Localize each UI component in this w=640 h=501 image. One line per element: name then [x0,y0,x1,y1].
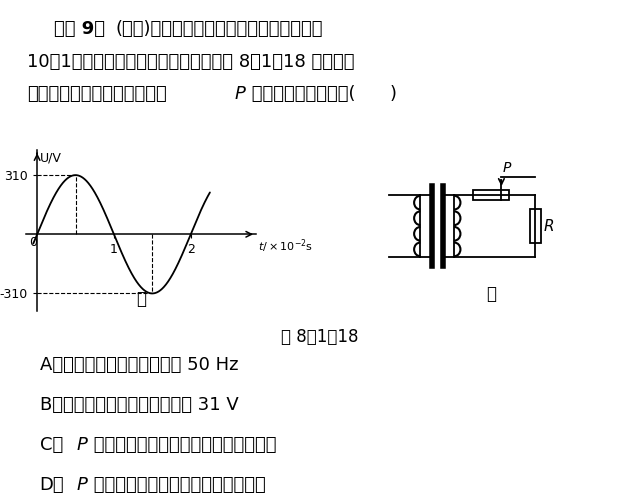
Text: P: P [77,436,88,454]
Text: 10：1，原线圈输入电压的变化规律如图 8－1－18 甲所示，: 10：1，原线圈输入电压的变化规律如图 8－1－18 甲所示， [27,53,355,71]
Text: A．副线圈输出电压的频率为 50 Hz: A．副线圈输出电压的频率为 50 Hz [40,356,238,374]
Bar [473,190,509,200]
Text: 向右移动时，原、副线圈的电流比减小: 向右移动时，原、副线圈的电流比减小 [88,436,276,454]
Text: 乙: 乙 [486,286,496,304]
Text: B．副线圈输出电压的有效值为 31 V: B．副线圈输出电压的有效值为 31 V [40,396,239,414]
Text: C．: C． [40,436,63,454]
Text: P: P [77,476,88,494]
Text: P: P [503,161,511,175]
Text: U/V: U/V [40,151,62,164]
Text: D．: D． [40,476,64,494]
Text: 为滑动变阻器的触头(      ): 为滑动变阻器的触头( ) [246,85,397,103]
Text: $t/\times10^{-2}$s: $t/\times10^{-2}$s [257,237,312,256]
Text: R: R [543,218,554,233]
Bar [529,209,541,243]
Text: 副线圈所接电路如图乙所示，: 副线圈所接电路如图乙所示， [27,85,166,103]
Text: (双选)一理想变压器原、副线圈的匝数比为: (双选)一理想变压器原、副线圈的匝数比为 [115,20,323,38]
Text: P: P [235,85,246,103]
Text: 向右移动时，变压器的输出功率增加: 向右移动时，变压器的输出功率增加 [88,476,266,494]
Text: 0: 0 [29,236,37,249]
Text: 甲: 甲 [136,290,146,308]
Text: 图 8－1－18: 图 8－1－18 [281,328,359,346]
Text: 【例 9】: 【例 9】 [54,20,106,38]
